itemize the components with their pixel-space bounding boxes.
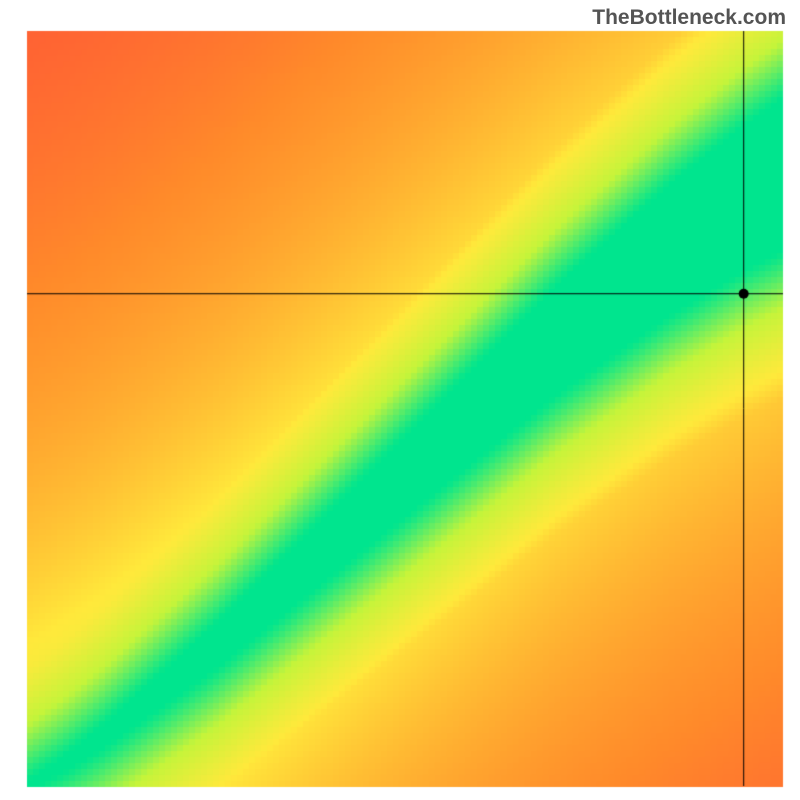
bottleneck-heatmap <box>0 0 800 800</box>
watermark-text: TheBottleneck.com <box>592 6 786 30</box>
chart-container: TheBottleneck.com <box>0 0 800 800</box>
